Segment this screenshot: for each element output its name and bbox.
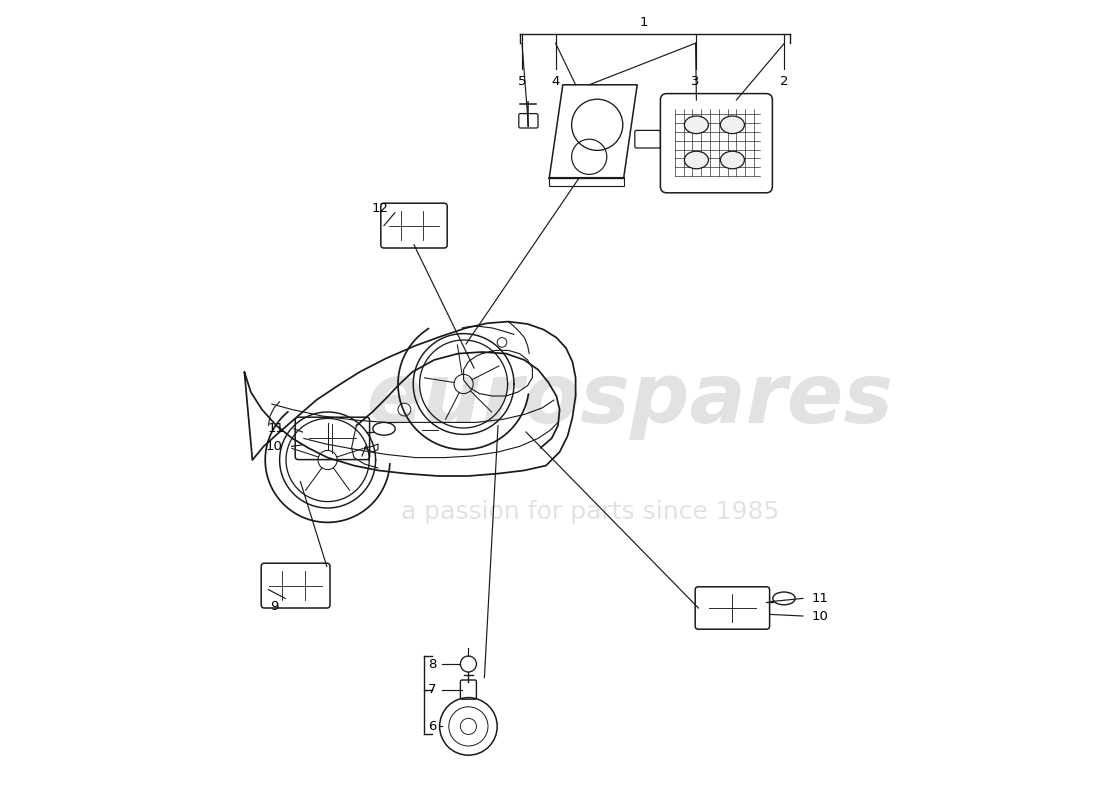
Ellipse shape <box>684 151 708 169</box>
Text: 10: 10 <box>812 610 828 622</box>
Text: a passion for parts since 1985: a passion for parts since 1985 <box>400 500 779 524</box>
Text: 3: 3 <box>692 75 700 88</box>
Ellipse shape <box>684 116 708 134</box>
Text: 6: 6 <box>428 720 437 733</box>
Text: eurospares: eurospares <box>366 359 893 441</box>
Text: 1: 1 <box>639 16 648 29</box>
Text: 12: 12 <box>372 202 389 214</box>
Text: 7: 7 <box>428 683 437 696</box>
Text: 8: 8 <box>428 658 437 670</box>
Text: 5: 5 <box>518 75 526 88</box>
Text: 4: 4 <box>551 75 560 88</box>
Text: 11: 11 <box>268 422 285 435</box>
Ellipse shape <box>720 151 745 169</box>
Ellipse shape <box>720 116 745 134</box>
Text: 2: 2 <box>780 75 789 88</box>
Text: 11: 11 <box>812 592 829 605</box>
Text: 9: 9 <box>270 600 278 613</box>
Text: 10: 10 <box>265 440 283 453</box>
